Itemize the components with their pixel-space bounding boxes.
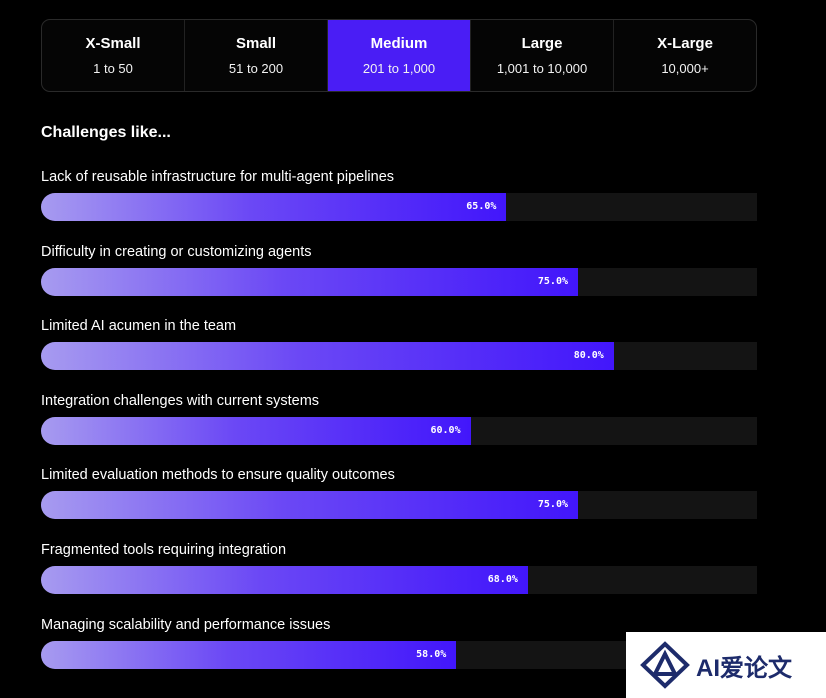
challenge-row: Limited AI acumen in the team 80.0% <box>41 318 757 370</box>
progress-fill: 68.0% <box>41 566 528 594</box>
challenge-label: Limited AI acumen in the team <box>41 318 237 334</box>
progress-value: 58.0% <box>416 649 447 660</box>
tab-title: X-Large <box>657 34 713 52</box>
watermark: AI爱论文 <box>626 632 826 698</box>
challenge-label: Managing scalability and performance iss… <box>41 617 331 633</box>
progress-fill: 60.0% <box>41 417 471 445</box>
watermark-logo-icon <box>640 641 690 689</box>
progress-track: 75.0% <box>41 491 757 519</box>
challenge-label: Fragmented tools requiring integration <box>41 542 287 558</box>
progress-fill: 58.0% <box>41 641 457 669</box>
challenge-row: Fragmented tools requiring integration 6… <box>41 542 757 594</box>
tab-range: 10,000+ <box>661 60 709 76</box>
progress-fill: 75.0% <box>41 491 578 519</box>
section-title: Challenges like... <box>41 124 171 141</box>
progress-value: 75.0% <box>537 276 568 287</box>
challenge-label: Limited evaluation methods to ensure qua… <box>41 467 395 483</box>
progress-value: 75.0% <box>537 499 568 510</box>
tab-title: Large <box>521 34 563 52</box>
tab-title: X-Small <box>85 34 141 52</box>
progress-track: 68.0% <box>41 566 757 594</box>
watermark-text: AI爱论文 <box>696 654 792 682</box>
tab-range: 51 to 200 <box>228 60 284 76</box>
tab-medium[interactable]: Medium 201 to 1,000 <box>328 20 471 91</box>
tab-title: Medium <box>370 34 428 52</box>
tab-range: 1 to 50 <box>93 60 133 76</box>
challenge-row: Lack of reusable infrastructure for mult… <box>41 169 757 221</box>
tab-range: 1,001 to 10,000 <box>496 60 588 76</box>
tab-x-large[interactable]: X-Large 10,000+ <box>614 20 756 91</box>
challenge-label: Difficulty in creating or customizing ag… <box>41 244 312 260</box>
progress-track: 60.0% <box>41 417 757 445</box>
progress-track: 75.0% <box>41 268 757 296</box>
tab-range: 201 to 1,000 <box>362 60 436 76</box>
tab-x-small[interactable]: X-Small 1 to 50 <box>42 20 185 91</box>
progress-fill: 65.0% <box>41 193 507 221</box>
progress-track: 65.0% <box>41 193 757 221</box>
progress-track: 80.0% <box>41 342 757 370</box>
progress-fill: 80.0% <box>41 342 614 370</box>
progress-value: 80.0% <box>573 350 604 361</box>
tab-large[interactable]: Large 1,001 to 10,000 <box>471 20 614 91</box>
progress-value: 65.0% <box>466 201 497 212</box>
progress-value: 60.0% <box>430 425 461 436</box>
challenge-label: Integration challenges with current syst… <box>41 393 320 409</box>
company-size-tabs: X-Small 1 to 50 Small 51 to 200 Medium 2… <box>41 19 757 92</box>
progress-fill: 75.0% <box>41 268 578 296</box>
challenge-row: Integration challenges with current syst… <box>41 393 757 445</box>
challenge-row: Difficulty in creating or customizing ag… <box>41 244 757 296</box>
tab-small[interactable]: Small 51 to 200 <box>185 20 328 91</box>
challenge-row: Limited evaluation methods to ensure qua… <box>41 467 757 519</box>
progress-value: 68.0% <box>487 574 518 585</box>
tab-title: Small <box>235 34 277 52</box>
challenge-label: Lack of reusable infrastructure for mult… <box>41 169 395 185</box>
